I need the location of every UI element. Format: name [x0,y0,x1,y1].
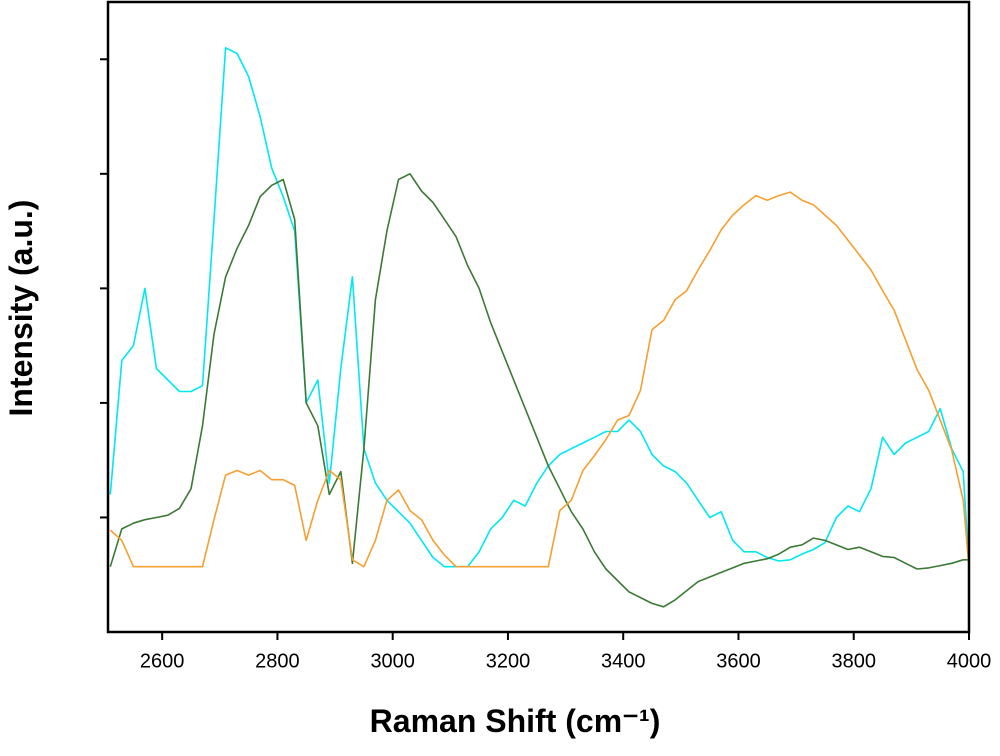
series-line [109,191,970,568]
x-tick-label: 3600 [716,650,761,672]
plot-frame [106,0,971,634]
x-tick-label: 3800 [831,650,876,672]
x-tick-label: 3200 [486,650,531,672]
x-tick-label: 4000 [947,650,992,672]
x-tick-label: 2800 [255,650,300,672]
x-tick-label: 3400 [601,650,646,672]
x-tick-label: 3000 [370,650,415,672]
x-tick-label: 2600 [140,650,185,672]
series-line [109,173,969,608]
y-axis-label: Intensity (a.u.) [3,200,39,417]
series-line [109,47,970,568]
x-axis-label: Raman Shift (cm⁻¹) [370,703,661,739]
